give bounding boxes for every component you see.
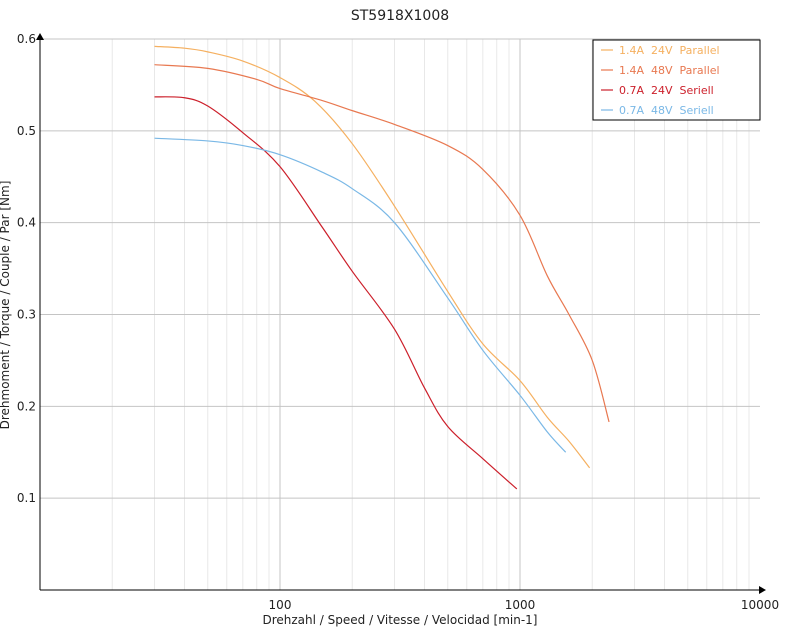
tick-labels: 100 1000 10000 0.1 0.2 0.3 0.4 0.5 0.6: [17, 32, 779, 612]
axes: [36, 33, 766, 594]
y-tick-label: 0.4: [17, 216, 36, 230]
series-lines: [154, 45, 610, 490]
series-line-3: [154, 96, 518, 490]
y-tick-label: 0.1: [17, 491, 36, 505]
grid: [40, 38, 760, 590]
y-tick-label: 0.2: [17, 399, 36, 413]
y-axis-label: Drehmoment / Torque / Couple / Par [Nm]: [0, 181, 12, 430]
legend-entry: 0.7A 48V Seriell: [619, 104, 714, 117]
y-tick-label: 0.5: [17, 124, 36, 138]
x-axis-label: Drehzahl / Speed / Vitesse / Velocidad […: [262, 613, 537, 627]
y-tick-label: 0.3: [17, 308, 36, 322]
y-axis-arrow-icon: [36, 33, 44, 40]
x-tick-label: 1000: [505, 598, 536, 612]
legend-box: [592, 39, 761, 121]
legend-entry: 1.4A 48V Parallel: [619, 64, 720, 77]
x-tick-label: 100: [269, 598, 292, 612]
legend: 1.4A 24V Parallel 1.4A 48V Parallel 0.7A 2…: [592, 39, 761, 121]
series-line-2: [154, 64, 610, 423]
legend-entry: 1.4A 24V Parallel: [619, 44, 720, 57]
x-axis-arrow-icon: [759, 586, 766, 594]
x-tick-label: 10000: [741, 598, 779, 612]
y-tick-label: 0.6: [17, 32, 36, 46]
series-line-1: [154, 45, 591, 469]
legend-entry: 0.7A 24V Seriell: [619, 84, 714, 97]
chart-title: ST5918X1008: [351, 8, 449, 24]
series-line-4: [154, 137, 567, 453]
